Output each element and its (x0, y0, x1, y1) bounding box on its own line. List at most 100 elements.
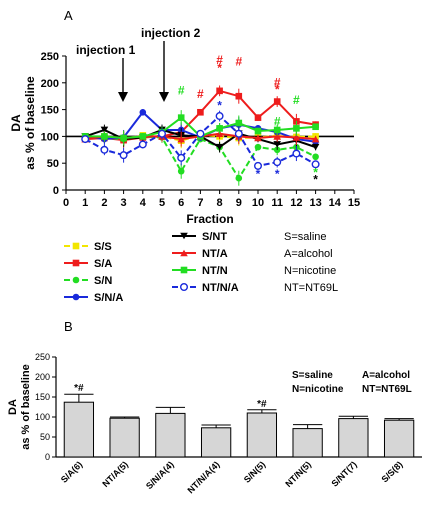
bar-chart: 0 50 100 150 200 250 DA as % of baseline S/A(6) *… (7, 352, 422, 495)
abbrev-nicotine: N=nicotine (284, 265, 336, 277)
abbrev-nt69l: NT=NT69L (284, 282, 338, 294)
injection-2-arrow (159, 41, 169, 102)
significance-mark: * (313, 173, 318, 187)
legend-label: NT/N/A (202, 282, 239, 294)
x-tick-label: 3 (121, 197, 127, 209)
legend-item-nt-n-a: NT/N/A (172, 282, 239, 294)
legend-item-s-s: S/S (64, 241, 112, 253)
data-point (119, 151, 128, 160)
bar (155, 412, 186, 458)
legend-marker (180, 266, 188, 274)
b-abbrev-nt69l: NT=NT69L (362, 384, 412, 395)
data-point (254, 127, 262, 135)
y-tick-label: 250 (41, 51, 59, 63)
data-point (120, 134, 127, 142)
x-tick-label: 11 (271, 197, 283, 209)
x-tick-label: 1 (82, 197, 88, 209)
b-abbrev-saline: S=saline (292, 370, 333, 381)
bar (63, 401, 95, 458)
series-nt-n-a (81, 110, 320, 170)
significance-mark: # (274, 115, 281, 129)
bar (246, 412, 278, 458)
x-tick-label: 7 (197, 197, 203, 209)
y-tick-label: 200 (41, 78, 59, 90)
y-tick-label: 150 (41, 105, 59, 117)
panel-b-letter: B (64, 319, 73, 334)
category-label: S/N/A(4) (144, 459, 176, 491)
data-point (312, 123, 319, 131)
legend: S/S S/A S/N S/N/A S/NT NT/A NT/N NT/N/A (64, 231, 239, 304)
data-point (177, 114, 185, 121)
data-point (215, 143, 224, 151)
y-tick-label: 200 (35, 372, 50, 382)
data-point (215, 112, 224, 121)
legend-marker (72, 293, 80, 301)
legend-marker (179, 283, 188, 292)
significance-mark: * (217, 61, 222, 75)
data-point (293, 125, 300, 132)
data-point (216, 87, 223, 95)
data-point (177, 135, 185, 143)
data-point (273, 158, 282, 167)
bar-s-n-5: S/N(5) *# (242, 399, 278, 485)
y-tick-label: 0 (53, 185, 59, 197)
bar-s-n-a-4: S/N/A(4) (144, 406, 186, 491)
legend-label: NT/N (202, 265, 228, 277)
x-tick-label: 15 (348, 197, 360, 209)
x-tick-label: 0 (63, 197, 69, 209)
legend-item-s-a: S/A (64, 258, 112, 270)
y-tick-label: 50 (47, 158, 59, 170)
bar (200, 427, 232, 458)
y-tick-label: 250 (35, 352, 50, 362)
data-point (253, 161, 262, 170)
legend-marker (72, 259, 80, 267)
data-point (292, 134, 301, 141)
data-point (197, 108, 204, 116)
data-point (254, 143, 262, 151)
data-point (100, 126, 109, 134)
legend-marker (180, 232, 188, 240)
y-tick-label: 0 (45, 452, 50, 462)
data-point (311, 160, 320, 169)
abbrev-saline: S=saline (284, 231, 327, 243)
bar (383, 419, 415, 458)
significance-mark: *# (74, 383, 84, 394)
data-point (101, 133, 108, 140)
data-point (273, 98, 281, 105)
data-point (216, 125, 223, 132)
injection-1-label: injection 1 (76, 43, 136, 57)
bar-s-a-6: S/A(6) *# (59, 383, 95, 485)
x-tick-label: 2 (101, 197, 107, 209)
b-abbrev-nicotine: N=nicotine (292, 384, 344, 395)
significance-mark: * (275, 167, 280, 181)
y-tick-label: 50 (40, 432, 50, 442)
x-tick-label: 13 (309, 197, 321, 209)
x-tick-label: 9 (236, 197, 242, 209)
data-point (273, 141, 281, 148)
injection-1-arrow (118, 58, 128, 102)
significance-mark: * (256, 167, 261, 181)
legend-label: S/N (94, 275, 112, 287)
data-point (273, 133, 281, 140)
data-point (292, 149, 301, 158)
legend-label: S/A (94, 258, 112, 270)
legend-item-s-n: S/N (64, 275, 112, 287)
legend-label: S/NT (202, 231, 227, 243)
data-point (254, 114, 262, 121)
data-point (177, 153, 186, 162)
data-point (311, 135, 320, 143)
data-point (81, 135, 90, 144)
data-point (312, 153, 319, 161)
x-tick-label: 14 (329, 197, 342, 209)
data-point (196, 129, 205, 138)
data-point (177, 167, 185, 175)
x-tick-label: 5 (159, 197, 165, 209)
significance-mark: # (197, 87, 204, 101)
bar (292, 428, 323, 458)
x-tick-label: 8 (217, 197, 223, 209)
significance-mark: * (217, 99, 222, 113)
significance-mark: # (178, 84, 185, 98)
data-point (235, 92, 243, 100)
legend-label: S/N/A (94, 292, 123, 304)
x-axis-label: Fraction (186, 212, 233, 226)
